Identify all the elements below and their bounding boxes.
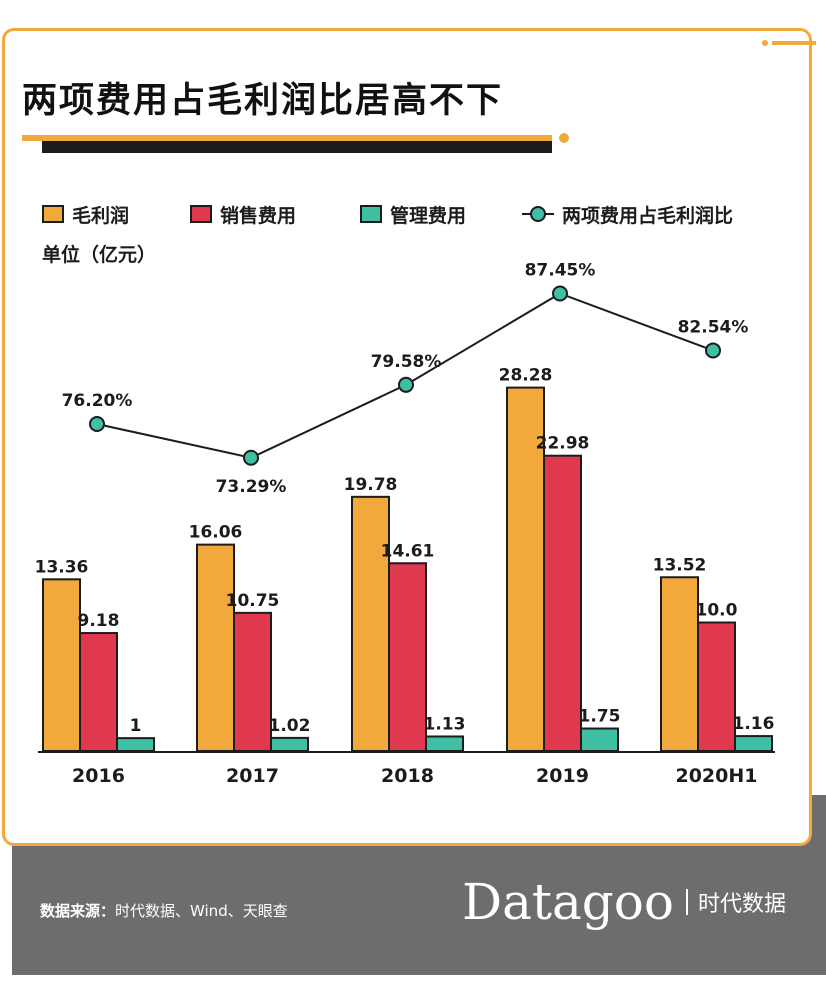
title-underline: [22, 135, 552, 141]
data-label-gross-profit-2016: 13.36: [35, 557, 89, 577]
data-source: 数据来源：时代数据、Wind、天眼查: [40, 900, 288, 921]
title-underline-dot: [559, 133, 569, 143]
ratio-line: [96, 292, 714, 459]
bar-sales-expense-2020h1: [697, 621, 736, 752]
legend-item-sales-expense: 销售费用: [190, 200, 296, 228]
legend-swatch-admin-expense: [360, 205, 382, 223]
data-label-admin-expense-2019: 1.75: [579, 707, 621, 727]
data-label-admin-expense-2016: 1: [130, 716, 142, 736]
ratio-point-2019: [552, 285, 568, 302]
legend-item-ratio: 两项费用占毛利润比: [522, 200, 733, 228]
brand-chinese-name: 时代数据: [698, 892, 787, 917]
ratio-point-2018: [398, 376, 414, 393]
bar-sales-expense-2016: [79, 632, 118, 752]
bar-gross-profit-2020h1: [660, 576, 699, 752]
legend-line-marker: [522, 204, 554, 224]
bar-admin-expense-2017: [270, 736, 309, 753]
x-tick-label-2016: 2016: [72, 765, 125, 787]
brand-name: Datagoo: [462, 873, 675, 931]
ratio-label-2016: 76.20%: [62, 391, 133, 411]
x-tick-label-2019: 2019: [536, 765, 589, 787]
x-tick-label-2018: 2018: [381, 765, 434, 787]
title-underline-bar: [42, 141, 552, 153]
ratio-point-2017: [243, 449, 259, 466]
bar-sales-expense-2019: [543, 454, 582, 752]
legend-label-gross-profit: 毛利润: [72, 204, 130, 227]
ratio-point-2016: [89, 416, 105, 432]
data-label-sales-expense-2016: 9.18: [78, 611, 120, 631]
legend-label-admin-expense: 管理费用: [390, 204, 467, 227]
ratio-label-2020h1: 82.54%: [678, 317, 749, 337]
bar-admin-expense-2018: [425, 735, 464, 752]
legend-label-ratio: 两项费用占毛利润比: [562, 204, 734, 227]
brand-separator: [686, 889, 689, 915]
data-label-gross-profit-2019: 28.28: [499, 366, 553, 386]
legend-swatch-sales-expense: [190, 205, 212, 223]
data-label-sales-expense-2020h1: 10.0: [696, 601, 738, 621]
data-label-gross-profit-2018: 19.78: [344, 475, 398, 495]
data-label-sales-expense-2018: 14.61: [381, 541, 435, 561]
bar-admin-expense-2016: [116, 737, 155, 753]
data-label-gross-profit-2017: 16.06: [189, 523, 243, 543]
legend-item-gross-profit: 毛利润: [42, 200, 129, 228]
legend-label-sales-expense: 销售费用: [220, 204, 297, 227]
legend-item-admin-expense: 管理费用: [360, 200, 466, 228]
unit-label: 单位（亿元）: [42, 244, 157, 266]
x-tick-label-2017: 2017: [226, 765, 279, 787]
legend-swatch-gross-profit: [42, 205, 64, 223]
bar-admin-expense-2019: [580, 727, 619, 753]
corner-dot-decoration: [762, 40, 768, 46]
ratio-label-2018: 79.58%: [371, 352, 442, 372]
ratio-label-2019: 87.45%: [525, 261, 596, 281]
chart-title: 两项费用占毛利润比居高不下: [22, 81, 504, 121]
corner-dash-decoration: [772, 41, 816, 45]
data-label-admin-expense-2020h1: 1.16: [733, 714, 775, 734]
ratio-label-2017: 73.29%: [216, 477, 287, 497]
brand-logo: Datagoo 时代数据: [462, 872, 786, 932]
bar-gross-profit-2017: [196, 543, 235, 753]
data-label-admin-expense-2018: 1.13: [424, 714, 466, 734]
data-label-gross-profit-2020h1: 13.52: [653, 555, 707, 575]
bar-gross-profit-2018: [351, 495, 390, 752]
data-source-label: 数据来源：: [40, 902, 116, 920]
data-source-text: 时代数据、Wind、天眼查: [115, 902, 288, 920]
bar-gross-profit-2019: [506, 386, 545, 752]
ratio-point-2020h1: [705, 342, 721, 359]
x-tick-label-2020h1: 2020H1: [675, 765, 757, 787]
bar-sales-expense-2018: [388, 562, 427, 752]
bar-gross-profit-2016: [42, 578, 81, 752]
data-label-sales-expense-2017: 10.75: [226, 591, 280, 611]
data-label-admin-expense-2017: 1.02: [269, 716, 311, 736]
bar-sales-expense-2017: [233, 611, 272, 752]
bar-admin-expense-2020h1: [734, 735, 773, 752]
data-label-sales-expense-2019: 22.98: [536, 434, 590, 454]
